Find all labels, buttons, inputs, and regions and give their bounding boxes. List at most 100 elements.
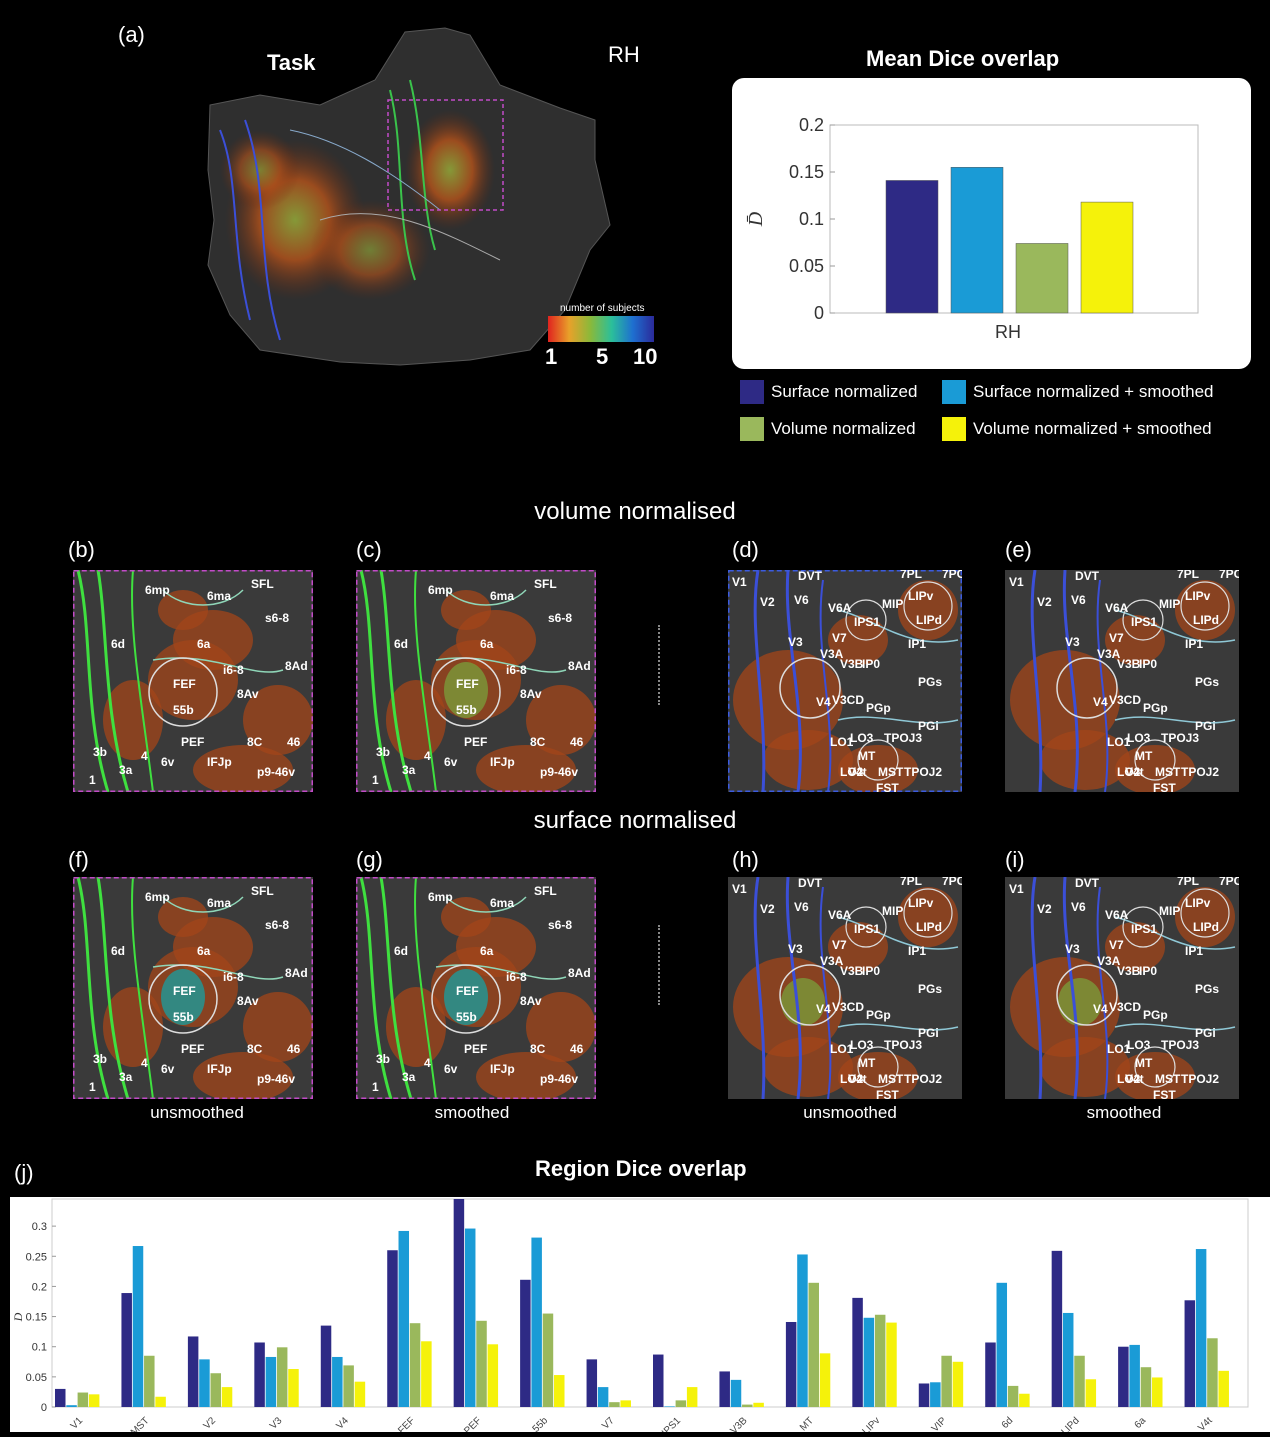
region-dice-bar [996, 1282, 1008, 1407]
section-volume-title: volume normalised [534, 498, 736, 525]
colorbar-tick-1: 1 [545, 344, 558, 369]
region-label: 6mp [145, 583, 170, 597]
region-label: 6a [197, 637, 211, 651]
y-tick-label: 0.15 [789, 162, 824, 182]
region-dice-bar [288, 1369, 299, 1407]
region-label: FST [1153, 781, 1176, 792]
region-label: 3a [119, 763, 133, 777]
region-dice-bar [531, 1237, 542, 1407]
x-category-label: 55b [531, 1415, 551, 1432]
region-dice-bar [66, 1405, 77, 1407]
activation-blob [733, 650, 843, 750]
frontal-map-svg: 6mp 6ma SFL s6-8 6d 6a 8Ad i6-8 FEF 55b 8Av PEF 8C 46… [73, 877, 313, 1099]
zoom-frame [73, 570, 313, 792]
region-label: FST [876, 1088, 899, 1099]
boundary-line [1114, 1023, 1236, 1031]
region-circle [431, 964, 501, 1034]
region-dice-bar [354, 1381, 366, 1407]
region-label: 6ma [490, 589, 514, 603]
boundary-line [162, 896, 244, 913]
region-dice-bar [265, 1356, 277, 1407]
boundary-line [819, 579, 832, 792]
region-label: V3 [1065, 942, 1080, 956]
panel-g-frontal-surface-smoothed: 6mp 6ma SFL s6-8 6d 6a 8Ad i6-8 FEF 55b 8Av PEF 8C 46… [356, 877, 596, 1099]
region-dice-bar [1085, 1379, 1097, 1407]
boundary-line [96, 570, 130, 792]
region-label: 1 [89, 1080, 96, 1094]
region-label: V6A [1105, 601, 1129, 615]
region-label: V1 [1009, 575, 1024, 589]
region-label: p9-46v [257, 1072, 295, 1086]
region-label: V1 [1009, 882, 1024, 896]
region-circle [857, 739, 899, 781]
activation-blob [103, 680, 163, 760]
panel-i-visual-surface-smoothed: V1 DVT V2 V6 V6A 7PL 7PC MIP LIPv LIPd IPS1 V7 IP1 V3… [1005, 877, 1239, 1099]
region-label: 6v [161, 1062, 175, 1076]
region-label: PEF [181, 735, 204, 749]
mean-dice-bar [950, 167, 1004, 314]
region-label: DVT [798, 570, 823, 583]
task-title: Task [267, 50, 316, 75]
boundary-line [1114, 916, 1236, 950]
boundary-line [1062, 570, 1079, 792]
visual-map-svg: V1 DVT V2 V6 V6A 7PL 7PC MIP LIPv LIPd IPS1 V7 IP1 V3… [1009, 877, 1239, 1099]
zoom-frame [356, 877, 596, 1099]
region-label: 7PL [1177, 877, 1199, 888]
region-label: LO2 [840, 1072, 864, 1086]
region-label: 4 [141, 749, 148, 763]
region-label: V6 [1071, 900, 1086, 914]
activation-blob [828, 615, 888, 665]
region-label: LO1 [830, 735, 854, 749]
region-circle [903, 888, 953, 938]
x-category-label: LIPv [861, 1415, 883, 1432]
region-label: LO1 [1107, 1042, 1131, 1056]
region-label: 46 [570, 1042, 584, 1056]
region-label: 8C [530, 1042, 546, 1056]
region-dice-bar [1074, 1355, 1085, 1407]
region-dice-bar [753, 1402, 764, 1407]
boundary-line [359, 877, 393, 1099]
region-label: 6d [394, 637, 408, 651]
region-label: PGp [866, 1008, 891, 1022]
activation-blob [386, 680, 446, 760]
legend-surface-smoothed: Surface normalized + smoothed [942, 380, 1214, 404]
region-dice-bar [1019, 1393, 1030, 1407]
region-circle [148, 964, 218, 1034]
region-label: V2 [1037, 902, 1052, 916]
region-circle [431, 657, 501, 727]
region-label: V3B [1117, 964, 1141, 978]
region-label: PEF [181, 1042, 204, 1056]
region-label: 1 [372, 773, 379, 787]
region-label: 46 [287, 735, 301, 749]
region-dice-bar [476, 1320, 487, 1407]
region-label: MST [878, 1072, 904, 1086]
region-dice-bar [155, 1396, 166, 1407]
x-category-label: LIPd [1059, 1415, 1081, 1432]
region-dice-bar [144, 1355, 155, 1407]
region-circle [1056, 657, 1118, 719]
boundary-line [445, 896, 527, 913]
region-label: PGs [1195, 675, 1219, 689]
region-label: 8Av [237, 994, 259, 1008]
region-dice-bar [719, 1371, 730, 1407]
region-label: TPOJ3 [1161, 731, 1199, 745]
region-label: DVT [798, 877, 823, 890]
region-label: p9-46v [540, 765, 578, 779]
region-label: V4 [1093, 695, 1108, 709]
region-label: FEF [456, 677, 479, 691]
region-dice-bar [464, 1228, 476, 1407]
x-category-label: V1 [69, 1415, 86, 1432]
caption-h-unsmoothed: unsmoothed [803, 1103, 897, 1122]
boundary-line [837, 609, 959, 643]
boundary-line [785, 877, 802, 1099]
region-label: V1 [732, 575, 747, 589]
region-label: FEF [456, 984, 479, 998]
region-label: V4t [1125, 1072, 1144, 1086]
boundary-line [414, 877, 437, 1099]
region-label: IP1 [1185, 637, 1203, 651]
region-label: 1 [89, 773, 96, 787]
region-label: s6-8 [265, 918, 289, 932]
panel-h-visual-surface-unsmoothed: V1 DVT V2 V6 V6A 7PL 7PC MIP LIPv LIPd IPS1 V7 IP1 V3… [728, 877, 962, 1099]
x-category-label: IPS1 [660, 1415, 683, 1432]
region-dice-bar [1218, 1370, 1229, 1407]
